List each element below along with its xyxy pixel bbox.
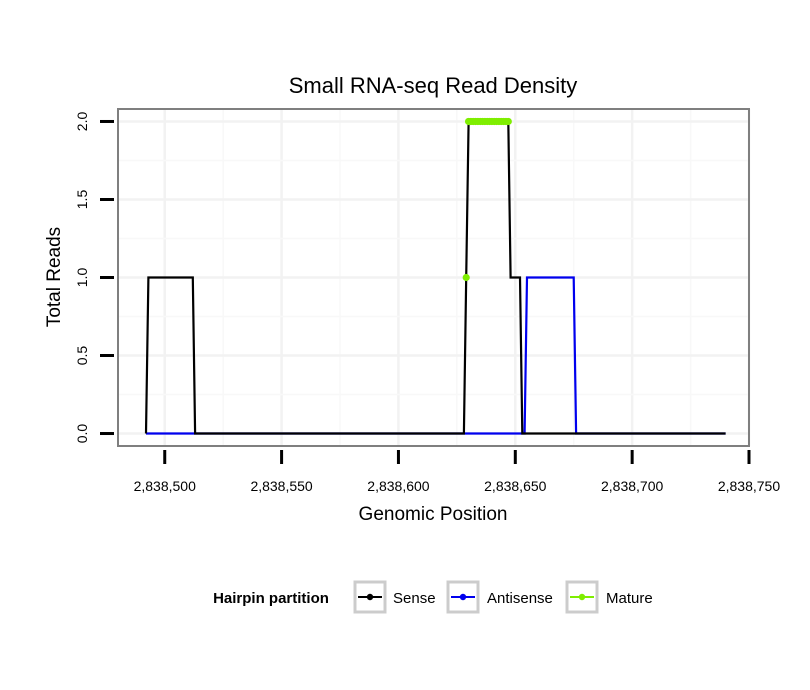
y-tick-label: 1.0 [74,268,90,288]
x-tick-label: 2,838,750 [718,478,780,494]
y-tick-label: 2.0 [74,112,90,132]
plot-border [117,108,750,447]
y-tick-label: 0.0 [74,424,90,444]
chart-title: Small RNA-seq Read Density [289,73,578,98]
x-axis-label: Genomic Position [359,504,508,525]
x-tick-label: 2,838,500 [134,478,196,494]
legend-key-point [459,593,467,601]
x-tick-label: 2,838,600 [367,478,429,494]
legend-key-point [366,593,374,601]
legend: Hairpin partition Sense Antisense Mature [213,580,653,614]
y-axis-label: Total Reads [44,227,65,327]
legend-label: Sense [393,590,436,607]
legend-item-sense: Sense [353,580,436,614]
legend-label: Mature [606,590,653,607]
series-point-mature [462,273,470,282]
x-tick-label: 2,838,650 [484,478,546,494]
x-tick-label: 2,838,700 [601,478,663,494]
legend-item-mature: Mature [565,580,653,614]
series-line-sense [144,120,726,435]
legend-label: Antisense [487,590,553,607]
series-layer [144,117,726,435]
legend-title: Hairpin partition [213,590,329,607]
y-tick-label: 1.5 [74,190,90,210]
x-axis: 2,838,500 2,838,550 2,838,600 2,838,650 2,83… [134,450,780,494]
series-point-mature [504,117,512,126]
legend-key-point [578,593,586,601]
x-tick-label: 2,838,550 [250,478,312,494]
legend-item-antisense: Antisense [446,580,553,614]
y-axis: 0.0 0.5 1.0 1.5 2.0 [74,112,114,444]
y-tick-label: 0.5 [74,346,90,366]
